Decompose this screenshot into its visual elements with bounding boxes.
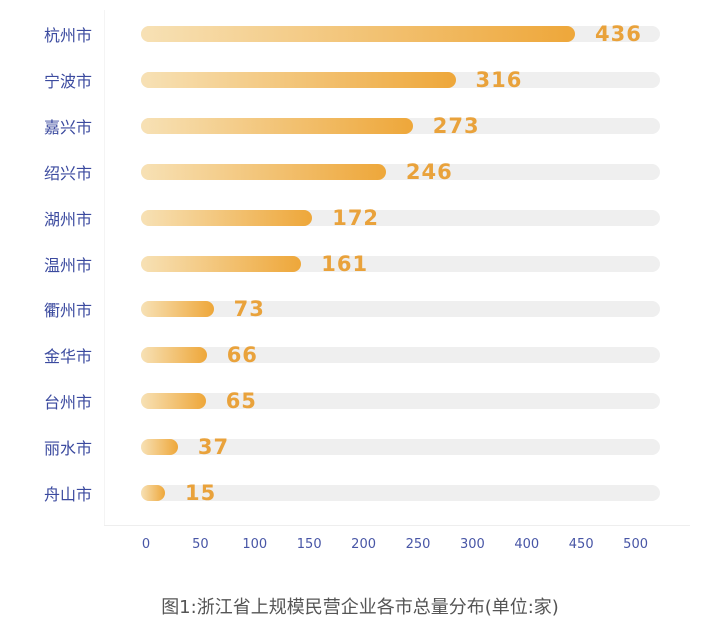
x-axis-line [104,525,690,526]
bar-track [141,439,660,456]
x-tick-label: 200 [351,537,377,552]
category-label: 绍兴市 [43,163,92,183]
value-label: 172 [332,205,380,230]
category-label: 杭州市 [43,26,92,45]
value-label: 37 [197,435,230,460]
bar [141,209,313,226]
value-label: 436 [595,22,642,46]
x-tick-label: 400 [514,537,540,552]
bar [141,163,386,180]
value-label: 73 [233,297,265,322]
x-tick-label: 150 [296,537,322,552]
category-label: 丽水市 [43,439,92,459]
x-tick-label: 0 [141,537,151,552]
category-label: 台州市 [43,393,92,413]
bar-track [141,393,660,410]
bar [141,347,207,364]
category-label: 湖州市 [43,209,92,229]
category-label: 金华市 [43,347,92,367]
value-label: 316 [475,67,523,92]
value-label: 15 [185,481,217,505]
category-label: 嘉兴市 [43,117,92,137]
value-label: 246 [405,159,453,184]
bar-track [141,485,660,501]
value-label: 66 [226,343,258,368]
value-label: 273 [432,113,480,138]
bar-track [141,301,660,318]
bar [141,393,206,410]
category-label: 舟山市 [43,485,92,504]
category-label: 温州市 [43,255,92,275]
bar [141,26,575,42]
bar [141,485,165,501]
y-axis-line [104,10,105,525]
x-tick-label: 250 [405,537,431,552]
bar-track [141,347,660,364]
category-label: 衢州市 [43,301,92,321]
category-label: 宁波市 [43,71,92,91]
bar [141,255,302,272]
value-label: 161 [321,251,369,276]
x-tick-label: 500 [623,537,649,552]
chart-caption: 图1:浙江省上规模民营企业各市总量分布(单位:家) [161,597,559,618]
x-tick-label: 450 [568,537,594,552]
bar [141,439,178,456]
x-tick-label: 100 [242,537,268,552]
bar [141,71,456,88]
bar [141,117,413,134]
value-label: 65 [225,389,257,414]
x-tick-label: 50 [192,537,209,552]
x-tick-label: 300 [459,537,485,552]
bar [141,301,214,318]
